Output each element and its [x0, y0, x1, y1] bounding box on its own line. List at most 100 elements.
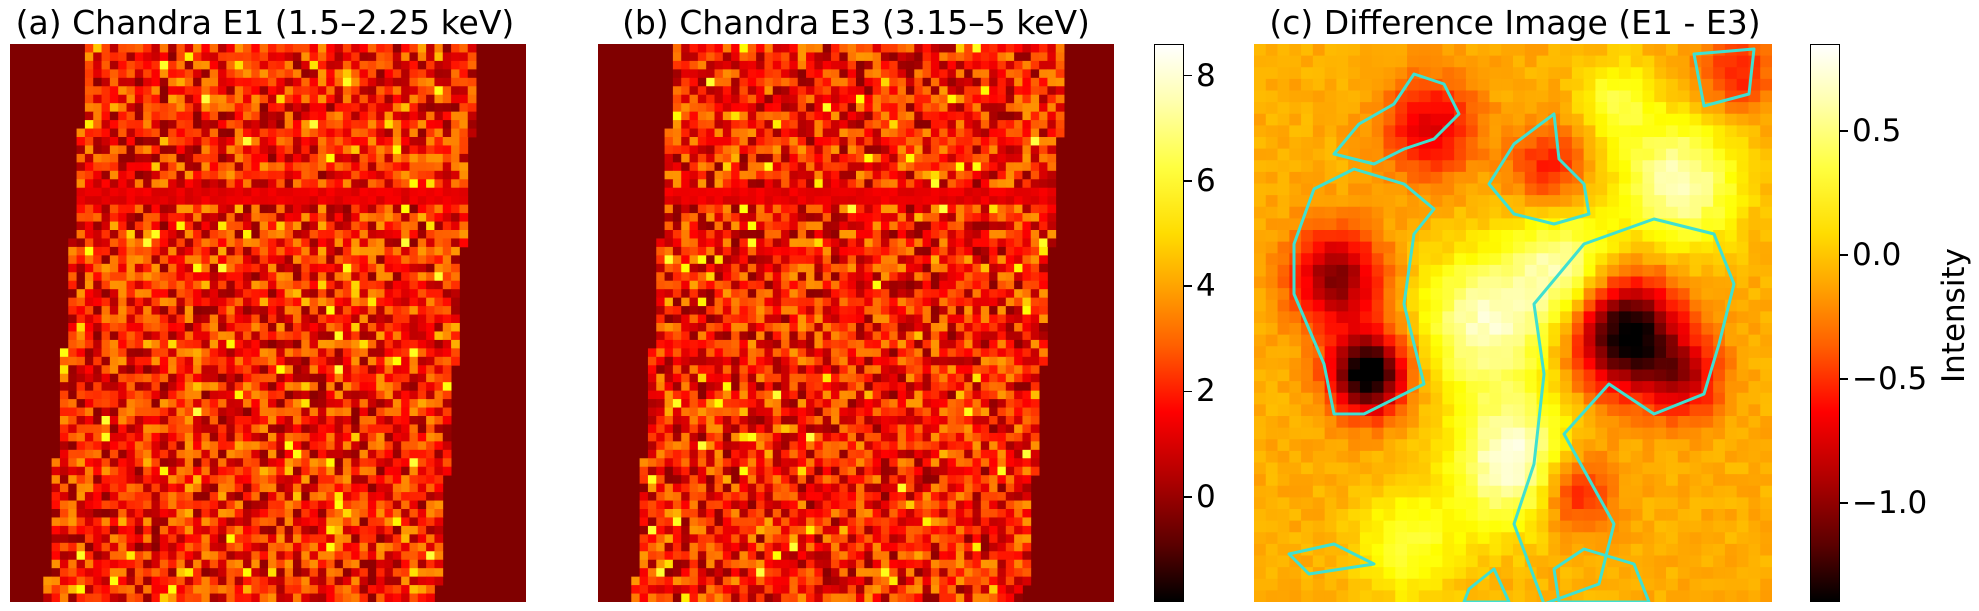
panel-a-cell	[193, 568, 202, 578]
panel-b-cell	[739, 153, 749, 163]
panel-a-cell	[359, 323, 369, 332]
panel-a-cell	[126, 153, 136, 163]
panel-a-cell	[342, 238, 352, 248]
panel-b-cell	[856, 111, 865, 121]
panel-a-cell	[251, 449, 261, 459]
panel-a-cell	[301, 483, 311, 493]
panel-a-cell	[359, 94, 369, 104]
panel-b-cell	[922, 77, 932, 87]
panel-a-cell	[417, 331, 427, 341]
panel-a-cell	[93, 593, 102, 602]
panel-a-cell	[284, 314, 294, 324]
panel-a-cell	[409, 170, 419, 180]
panel-a-cell	[159, 128, 169, 138]
panel-a-cell	[334, 52, 344, 62]
panel-a-cell	[434, 246, 444, 256]
panel-b-cell	[1030, 246, 1040, 256]
panel-b-cell	[731, 94, 740, 104]
panel-b-cell	[1030, 187, 1040, 197]
panel-a-cell	[159, 170, 169, 180]
panel-a-cell	[134, 44, 144, 53]
panel-a-cell	[76, 585, 86, 594]
panel-a-cell	[284, 542, 294, 552]
panel-b-cell	[1030, 365, 1040, 375]
panel-a-cell	[359, 466, 369, 476]
panel-a-cell	[93, 399, 102, 408]
panel-a-cell	[93, 60, 102, 70]
panel-a-cell	[409, 297, 419, 307]
panel-b-cell	[681, 111, 690, 121]
panel-a-cell	[301, 593, 311, 602]
panel-a-cell	[309, 52, 319, 62]
panel-a-cell	[134, 390, 144, 400]
panel-b-cell	[772, 238, 782, 248]
panel-a-cell	[276, 331, 286, 341]
panel-a-cell	[101, 255, 111, 265]
panel-b-cell	[781, 289, 790, 299]
panel-a-cell	[268, 407, 277, 417]
panel-b-cell	[939, 246, 948, 256]
panel-b-cell	[814, 348, 824, 358]
panel-b-cell	[814, 213, 824, 222]
panel-a-cell	[134, 153, 144, 163]
panel-b-cell	[806, 323, 815, 332]
panel-b-cell	[930, 196, 940, 206]
panel-a-cell	[426, 509, 435, 518]
panel-a-cell	[218, 382, 227, 392]
panel-a-cell	[442, 390, 452, 400]
panel-a-cell	[301, 576, 311, 586]
panel-b-cell	[731, 373, 740, 383]
panel-b-cell	[880, 137, 890, 146]
panel-b-cell	[839, 331, 849, 341]
panel-a-cell	[193, 593, 202, 602]
panel-a-cell	[276, 170, 286, 180]
panel-b-cell	[739, 145, 749, 155]
panel-a-cell	[376, 542, 385, 552]
panel-b-cell	[681, 373, 690, 383]
panel-b-cell	[1014, 297, 1023, 307]
panel-a-cell	[426, 441, 435, 451]
panel-a-cell	[209, 230, 219, 239]
panel-b-cell	[1014, 52, 1023, 62]
panel-b-cell	[997, 365, 1007, 375]
panel-b-cell	[656, 365, 665, 375]
panel-b-cell	[872, 204, 882, 214]
panel-a-cell	[193, 44, 202, 53]
heatmap-panel-a	[10, 44, 526, 602]
panel-b-cell	[739, 60, 749, 70]
panel-a-cell	[251, 153, 261, 163]
panel-b-cell	[997, 230, 1007, 239]
panel-a-cell	[243, 297, 252, 307]
panel-a-cell	[126, 162, 136, 172]
panel-b-cell	[747, 120, 757, 129]
panel-b-cell	[964, 103, 973, 113]
panel-a-cell	[367, 255, 377, 265]
panel-a-cell	[243, 272, 252, 282]
panel-a-cell	[309, 272, 319, 282]
panel-a-cell	[168, 86, 177, 96]
panel-a-cell	[234, 559, 244, 569]
panel-a-cell	[359, 576, 369, 586]
panel-a-cell	[209, 255, 219, 265]
panel-a-cell	[201, 221, 211, 231]
panel-a-cell	[243, 331, 252, 341]
panel-a-cell	[301, 441, 311, 451]
panel-b-cell	[706, 137, 715, 146]
panel-a-cell	[276, 137, 286, 146]
panel-b-cell	[1039, 170, 1048, 180]
panel-b-cell	[889, 230, 899, 239]
panel-b-cell	[756, 44, 765, 53]
panel-b-cell	[689, 103, 699, 113]
panel-b-cell	[664, 323, 674, 332]
panel-a-cell	[184, 382, 194, 392]
panel-a-cell	[317, 77, 327, 87]
panel-b-cell	[831, 306, 840, 315]
panel-a-cell	[101, 128, 111, 138]
panel-a-cell	[392, 585, 402, 594]
panel-b-cell	[864, 86, 874, 96]
panel-a-cell	[126, 179, 136, 189]
panel-a-cell	[317, 365, 327, 375]
panel-a-cell	[243, 255, 252, 265]
panel-a-cell	[226, 551, 236, 561]
panel-a-cell	[376, 416, 385, 425]
